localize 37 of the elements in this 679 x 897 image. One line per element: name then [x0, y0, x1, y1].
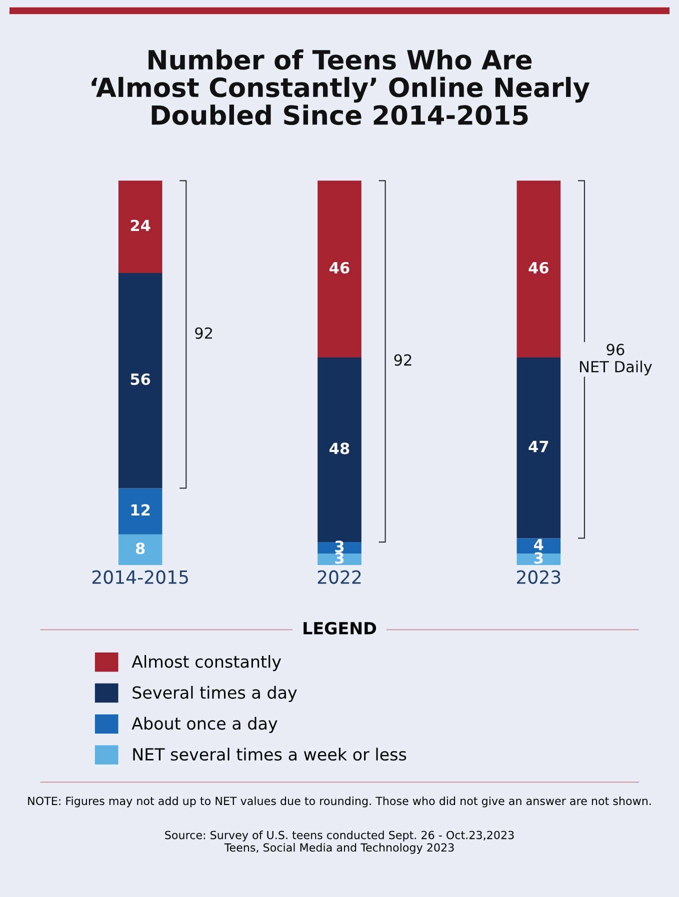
data-label: 12	[131, 504, 150, 516]
data-label: 8	[136, 542, 145, 554]
annotation: 92	[195, 327, 212, 339]
x-tick-label: 2014-2015	[92, 570, 188, 584]
source-note: Source: Survey of U.S. teens conducted Sept. 26 - Oct.23,2023 Teens, Social Media and Technology 2023	[165, 830, 514, 854]
x-tick-label: 2023	[517, 570, 560, 584]
annotation: 96 NET Daily	[580, 344, 652, 376]
data-label: 48	[330, 442, 350, 454]
legend-label: About once a day	[132, 716, 278, 733]
legend-label: Several times a day	[132, 686, 297, 702]
bar	[516, 358, 561, 538]
data-label: 24	[130, 220, 150, 232]
bar	[118, 272, 162, 488]
bar	[118, 534, 162, 566]
data-label: 46	[528, 262, 548, 274]
bar	[118, 488, 162, 534]
legend-label: NET several times a week or less	[133, 748, 406, 761]
text: NOTE: Figures may not add up to NET values due to rounding. Those who did not give an answer are not shown.	[28, 796, 651, 808]
data-label: 3	[335, 552, 344, 564]
data-label: 56	[130, 373, 150, 386]
bar	[516, 538, 561, 554]
chart-title: Number of Teens Who Are ‘Almost Constantly’ Online Nearly Doubled Since 2014-2015	[92, 49, 590, 126]
data-label: 47	[528, 440, 548, 452]
bar	[516, 180, 561, 358]
data-label: 4	[534, 538, 544, 550]
data-label: 3	[335, 540, 344, 552]
annotation: 92	[394, 354, 412, 366]
bar	[118, 180, 162, 273]
legend-title: LEGEND	[304, 622, 376, 635]
x-tick-label: 2022	[318, 570, 361, 584]
legend-label: Almost constantly	[132, 655, 282, 672]
bar	[318, 554, 362, 566]
bar	[516, 554, 561, 566]
data-label: 46	[330, 262, 350, 274]
bar	[318, 180, 362, 358]
data-label: 3	[534, 552, 543, 564]
bar	[318, 358, 362, 542]
